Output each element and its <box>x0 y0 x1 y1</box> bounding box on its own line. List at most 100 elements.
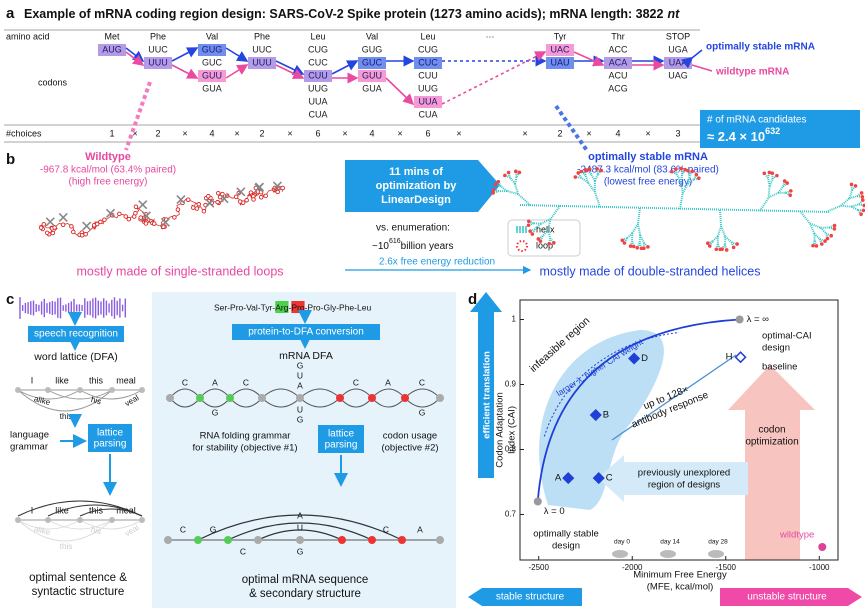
label: optimization <box>745 437 798 448</box>
point <box>818 543 827 551</box>
times: × <box>397 128 402 138</box>
lattice-edge <box>47 389 113 400</box>
stem-glyph-lines <box>82 221 92 231</box>
codon: CUG <box>418 44 438 54</box>
helix <box>719 209 723 227</box>
dfa-letter: C <box>419 377 425 387</box>
lattice-node <box>15 517 21 523</box>
helix <box>517 193 531 206</box>
choice-count: 6 <box>315 128 320 138</box>
loop-base <box>258 195 264 200</box>
sequence-node <box>194 536 202 544</box>
loop <box>528 229 532 233</box>
loop <box>493 182 498 187</box>
loop <box>584 168 589 173</box>
x-tick-label: -2500 <box>528 563 549 572</box>
x-tick-label: -1000 <box>809 563 830 572</box>
helix <box>711 235 719 243</box>
panel-label: a <box>6 5 15 22</box>
loop <box>718 247 723 252</box>
codon: UUU <box>148 57 168 67</box>
codon-highlight <box>414 96 442 108</box>
choice-count: 4 <box>209 128 214 138</box>
choice-count: 2 <box>155 128 160 138</box>
panel-label: b <box>6 151 15 168</box>
loop <box>770 171 775 175</box>
loop-base <box>244 197 249 203</box>
amino-acid: Val <box>206 31 218 41</box>
label: (high free energy) <box>69 177 148 188</box>
helix <box>759 196 770 212</box>
times: × <box>456 128 461 138</box>
stable-arrow <box>468 588 582 606</box>
codon: GUA <box>362 83 382 93</box>
times: × <box>287 128 292 138</box>
loop-base <box>237 199 243 204</box>
loop <box>496 179 501 184</box>
x-tick-label: -2000 <box>622 563 643 572</box>
loop <box>595 167 600 171</box>
helix <box>514 183 520 195</box>
label: 11 mins of <box>389 166 443 178</box>
label: previously unexplored <box>638 468 730 479</box>
label: Wildtype <box>85 151 131 163</box>
helix <box>767 185 771 198</box>
loop-base <box>133 204 139 210</box>
loop <box>674 167 678 171</box>
helix <box>687 178 695 185</box>
label: codon usage <box>383 431 437 442</box>
helix <box>768 191 779 199</box>
loop-base <box>79 233 85 238</box>
codon: CUC <box>418 57 438 67</box>
dfa-node <box>401 394 409 402</box>
point-label: C <box>606 473 613 484</box>
sequence-node <box>296 536 304 544</box>
loop <box>547 241 552 246</box>
codon: ACC <box>608 44 628 54</box>
loop <box>860 194 865 199</box>
loop <box>622 241 627 245</box>
base-pair-arc <box>257 529 343 541</box>
loop-base <box>191 205 196 210</box>
helix <box>513 176 518 185</box>
helix <box>509 177 516 185</box>
dfa-node <box>296 394 304 402</box>
choice-count: 2 <box>259 128 264 138</box>
point-label: H <box>726 352 733 363</box>
stem-glyph <box>82 221 92 231</box>
loop-base <box>216 190 221 196</box>
label: unstable structure <box>747 592 827 603</box>
enum-unit: billion years <box>401 241 454 252</box>
loop <box>587 167 592 171</box>
loop <box>853 184 858 188</box>
amino-acid: ··· <box>486 31 495 41</box>
label: optimal mRNA sequence <box>242 574 369 586</box>
times: × <box>342 128 347 138</box>
stem-glyph <box>254 182 265 192</box>
helix <box>546 229 552 239</box>
amino-acid: Leu <box>310 31 325 41</box>
helix <box>533 222 541 225</box>
choice-count: 3 <box>675 128 680 138</box>
sequence-letter: C <box>180 524 186 534</box>
loop-base <box>50 230 56 236</box>
mrna-path <box>171 47 199 62</box>
point <box>628 352 641 365</box>
amino-acid: Phe <box>254 31 270 41</box>
helix <box>587 181 596 193</box>
loop <box>862 203 865 208</box>
panel-label: d <box>468 291 477 308</box>
point-label: B <box>603 410 609 421</box>
helix <box>851 203 860 208</box>
loop-base <box>44 230 50 236</box>
label: this <box>60 412 72 421</box>
lattice-node <box>77 517 83 523</box>
label: like <box>55 375 69 385</box>
label: LinearDesign <box>381 194 451 206</box>
label: parsing <box>325 440 358 451</box>
label: alike <box>33 524 52 537</box>
lattice-node <box>15 387 21 393</box>
mrna-path <box>331 60 359 75</box>
base-pair-arc <box>197 514 403 541</box>
